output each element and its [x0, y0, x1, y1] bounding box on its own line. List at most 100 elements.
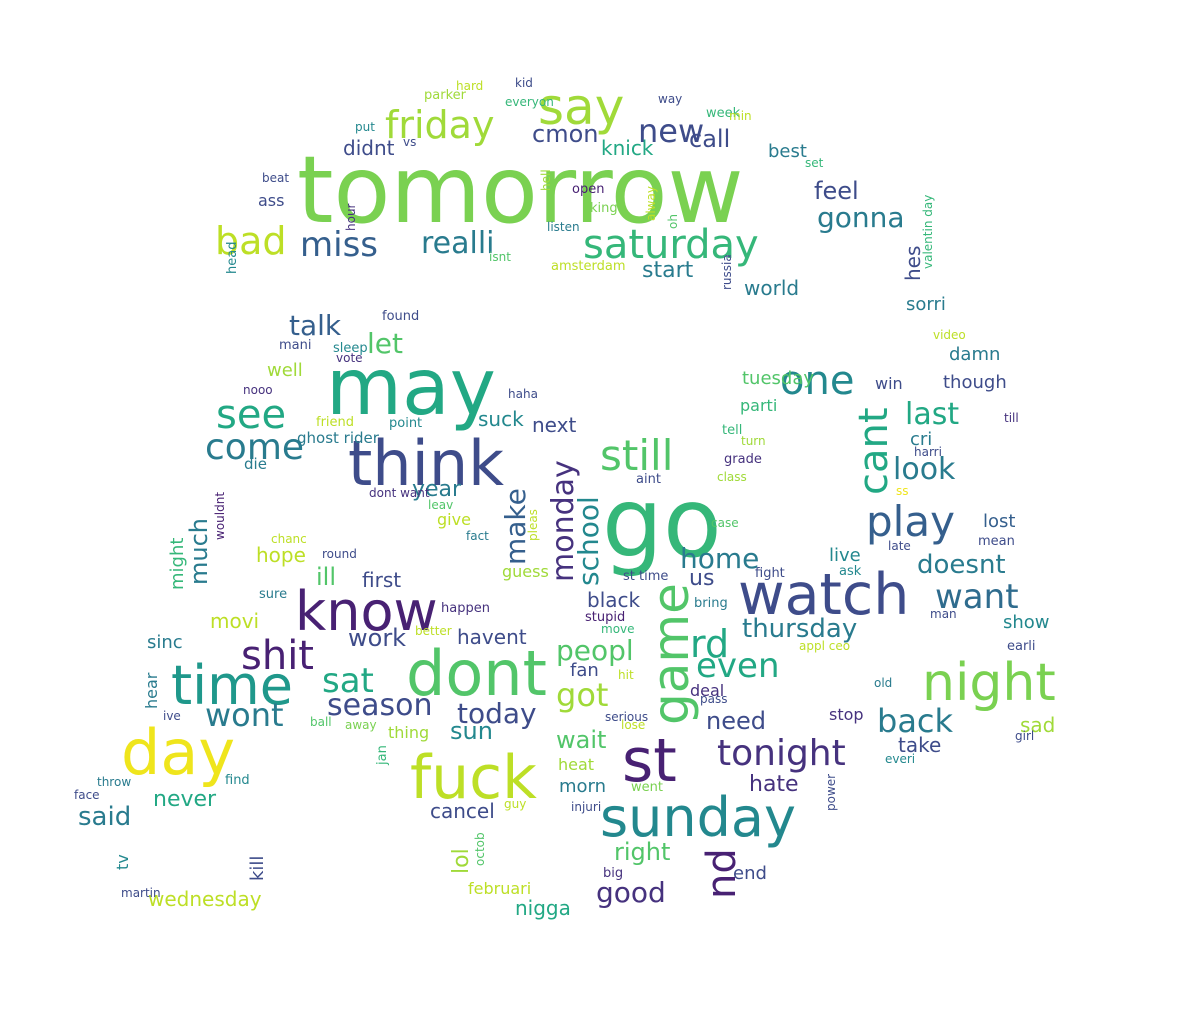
word-hes: hes: [901, 246, 925, 281]
word-world: world: [744, 276, 799, 300]
word-lost: lost: [983, 511, 1015, 532]
word-fight: fight: [755, 566, 785, 581]
word-haha: haha: [508, 387, 538, 401]
word-way: way: [658, 92, 682, 106]
word-earli: earli: [1007, 639, 1036, 654]
word-listen: listen: [547, 220, 580, 234]
word-tuesday: tuesday: [742, 368, 814, 389]
word-ill: ill: [316, 563, 336, 591]
word-last: last: [905, 397, 959, 432]
word-say: say: [538, 78, 624, 136]
word-octob: octob: [473, 832, 487, 866]
word-monday: monday: [546, 460, 581, 582]
word-want: want: [935, 577, 1019, 617]
word-wednesday: wednesday: [148, 887, 262, 911]
word-gonna: gonna: [817, 201, 905, 234]
word-mani: mani: [279, 338, 311, 353]
word-still: still: [600, 431, 673, 480]
word-throw: throw: [97, 775, 131, 789]
word-said: said: [78, 802, 131, 832]
word-nd: nd: [699, 848, 745, 899]
word-go: go: [602, 467, 722, 579]
word-jan: jan: [375, 745, 390, 766]
word-play: play: [866, 497, 955, 546]
word-thursday: thursday: [742, 614, 857, 644]
word-man: man: [930, 607, 957, 621]
word-sunday: sunday: [600, 786, 796, 849]
word-appl-ceo: appl ceo: [799, 639, 850, 653]
word-look: look: [893, 452, 956, 487]
word-valentin-day: valentin day: [921, 195, 935, 269]
word-start: start: [642, 258, 694, 283]
word-movi: movi: [210, 609, 259, 633]
word-stop: stop: [829, 705, 864, 724]
word-shit: shit: [241, 633, 314, 679]
word-case: case: [711, 516, 739, 530]
word-open: open: [572, 182, 604, 197]
word-show: show: [1003, 612, 1050, 633]
word-one: one: [780, 358, 854, 404]
word-video: video: [933, 328, 966, 342]
word-friend: friend: [316, 415, 354, 430]
word-set: set: [805, 156, 824, 170]
word-stupid: stupid: [585, 610, 625, 625]
word-ball: ball: [310, 715, 332, 729]
word-black: black: [587, 588, 641, 612]
word-saturday: saturday: [583, 222, 759, 268]
word-season: season: [327, 688, 432, 723]
word-lol: lol: [449, 848, 474, 874]
word-got: got: [556, 676, 608, 714]
word-sad: sad: [1020, 713, 1055, 737]
word-cant: cant: [851, 407, 897, 495]
word-live: live: [829, 545, 861, 566]
word-chanc: chanc: [271, 532, 307, 546]
word-grade: grade: [724, 452, 762, 467]
word-guy: guy: [504, 797, 526, 811]
word-girl: girl: [1015, 729, 1034, 743]
word-time: time: [171, 654, 293, 717]
word-miss: miss: [300, 225, 378, 265]
word-vote: vote: [336, 351, 363, 365]
word-tonight: tonight: [717, 733, 846, 774]
word-tv: tv: [113, 854, 132, 870]
word-beat: beat: [262, 171, 289, 185]
word-wouldnt: wouldnt: [213, 492, 227, 540]
word-find: find: [225, 773, 250, 788]
word-parti: parti: [740, 396, 777, 415]
word-today: today: [457, 697, 537, 730]
word-work: work: [348, 624, 406, 652]
word-next: next: [532, 413, 576, 437]
word-guess: guess: [502, 562, 549, 581]
word-parker: parker: [424, 88, 467, 103]
word-heat: heat: [558, 755, 594, 774]
word-wait: wait: [556, 726, 606, 754]
word-away: away: [345, 718, 377, 732]
word-happen: happen: [441, 601, 490, 616]
word-st: st: [622, 726, 677, 796]
word-havent: havent: [457, 625, 527, 649]
word-sorri: sorri: [906, 294, 946, 315]
word-min: min: [729, 109, 752, 123]
word-rd: rd: [690, 622, 729, 666]
word-isnt: isnt: [489, 250, 511, 264]
word-think: think: [348, 427, 504, 500]
word-alway: alway: [644, 186, 658, 221]
word-call: call: [689, 125, 730, 153]
word-deal: deal: [690, 681, 724, 700]
word-better: better: [415, 624, 452, 638]
word-sinc: sinc: [147, 632, 183, 653]
word-year: year: [412, 477, 462, 502]
word-hit: hit: [618, 668, 634, 682]
word-injuri: injuri: [571, 800, 601, 814]
word-serious: serious: [605, 710, 648, 724]
word-kid: kid: [515, 76, 533, 90]
word-may: may: [326, 343, 496, 433]
word-home: home: [680, 542, 759, 575]
word-even: even: [696, 646, 780, 686]
word-mean: mean: [978, 534, 1015, 549]
word-ive: ive: [163, 709, 181, 723]
word-power: power: [824, 774, 838, 811]
word-never: never: [153, 787, 217, 812]
word-night: night: [922, 653, 1056, 713]
word-well: well: [267, 360, 303, 381]
